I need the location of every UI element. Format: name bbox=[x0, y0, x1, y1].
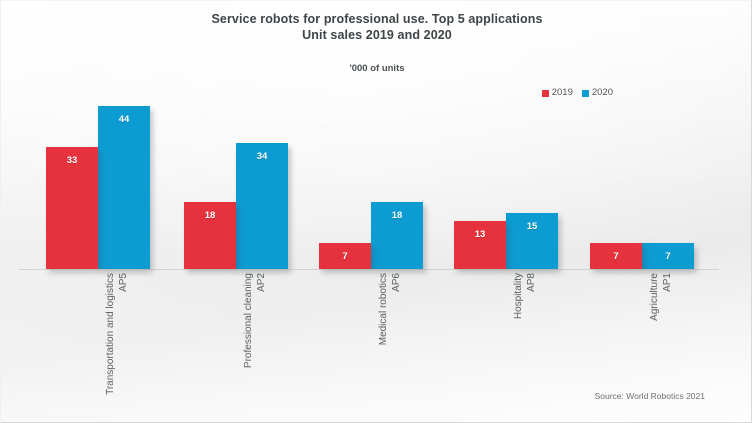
bar-value-label: 33 bbox=[66, 155, 78, 166]
x-axis-label-1: Transportation and logistics AP5 bbox=[105, 273, 130, 422]
bar-value-label: 44 bbox=[118, 114, 130, 125]
x-axis-label-4: Hospitality AP8 bbox=[513, 273, 538, 422]
bar-2019-1[interactable]: 33 bbox=[46, 147, 98, 269]
x-axis-label-line2: AP6 bbox=[390, 273, 402, 292]
page-title: Service robots for professional use. Top… bbox=[211, 12, 543, 26]
x-axis-label-line1: Transportation and logistics bbox=[105, 273, 116, 395]
bar-2020-2[interactable]: 34 bbox=[236, 143, 288, 269]
units-label: '000 of units bbox=[349, 63, 405, 74]
x-axis-label-3: Medical robotics AP6 bbox=[378, 273, 403, 422]
x-axis-label-line2: AP8 bbox=[525, 273, 537, 292]
bar-value-label: 15 bbox=[526, 221, 538, 232]
bar-value-label: 18 bbox=[391, 210, 403, 221]
legend-swatch-icon-2019 bbox=[541, 89, 549, 97]
x-axis-label-line2: AP2 bbox=[255, 273, 267, 292]
legend-item-2020[interactable]: 2020 bbox=[581, 87, 613, 98]
bar-2020-3[interactable]: 18 bbox=[371, 202, 423, 269]
x-axis-label-line2: AP5 bbox=[117, 273, 129, 292]
x-axis-baseline bbox=[19, 269, 719, 270]
bar-2019-2[interactable]: 18 bbox=[184, 202, 236, 269]
legend-item-2019[interactable]: 2019 bbox=[541, 87, 573, 98]
page-subtitle-line: Unit sales 2019 and 2020 bbox=[302, 28, 452, 42]
x-axis-label-line1: Agriculture bbox=[649, 273, 660, 321]
bar-value-label: 18 bbox=[204, 210, 216, 221]
bar-value-label: 7 bbox=[342, 251, 348, 262]
bar-2020-4[interactable]: 15 bbox=[506, 213, 558, 269]
legend-swatch-icon-2020 bbox=[581, 89, 589, 97]
bar-value-label: 7 bbox=[665, 251, 671, 262]
bar-2019-4[interactable]: 13 bbox=[454, 221, 506, 269]
bar-2020-1[interactable]: 44 bbox=[98, 106, 150, 269]
chart-legend: 2019 2020 bbox=[541, 87, 613, 98]
bar-value-label: 13 bbox=[474, 229, 486, 240]
bar-2019-3[interactable]: 7 bbox=[319, 243, 371, 269]
bar-value-label: 34 bbox=[256, 151, 268, 162]
x-axis-label-line1: Medical robotics bbox=[378, 273, 389, 346]
x-axis-label-2: Professional cleaning AP2 bbox=[243, 273, 268, 422]
legend-label-2019: 2019 bbox=[551, 87, 573, 98]
bar-2019-5[interactable]: 7 bbox=[590, 243, 642, 269]
legend-label-2020: 2020 bbox=[591, 87, 613, 98]
source-note: Source: World Robotics 2021 bbox=[594, 391, 705, 401]
bar-2020-5[interactable]: 7 bbox=[642, 243, 694, 269]
chart-title-block: Service robots for professional use. Top… bbox=[1, 11, 751, 43]
x-axis-label-line1: Professional cleaning bbox=[243, 273, 254, 369]
bar-value-label: 7 bbox=[613, 251, 619, 262]
x-axis-label-line1: Hospitality bbox=[513, 273, 524, 320]
